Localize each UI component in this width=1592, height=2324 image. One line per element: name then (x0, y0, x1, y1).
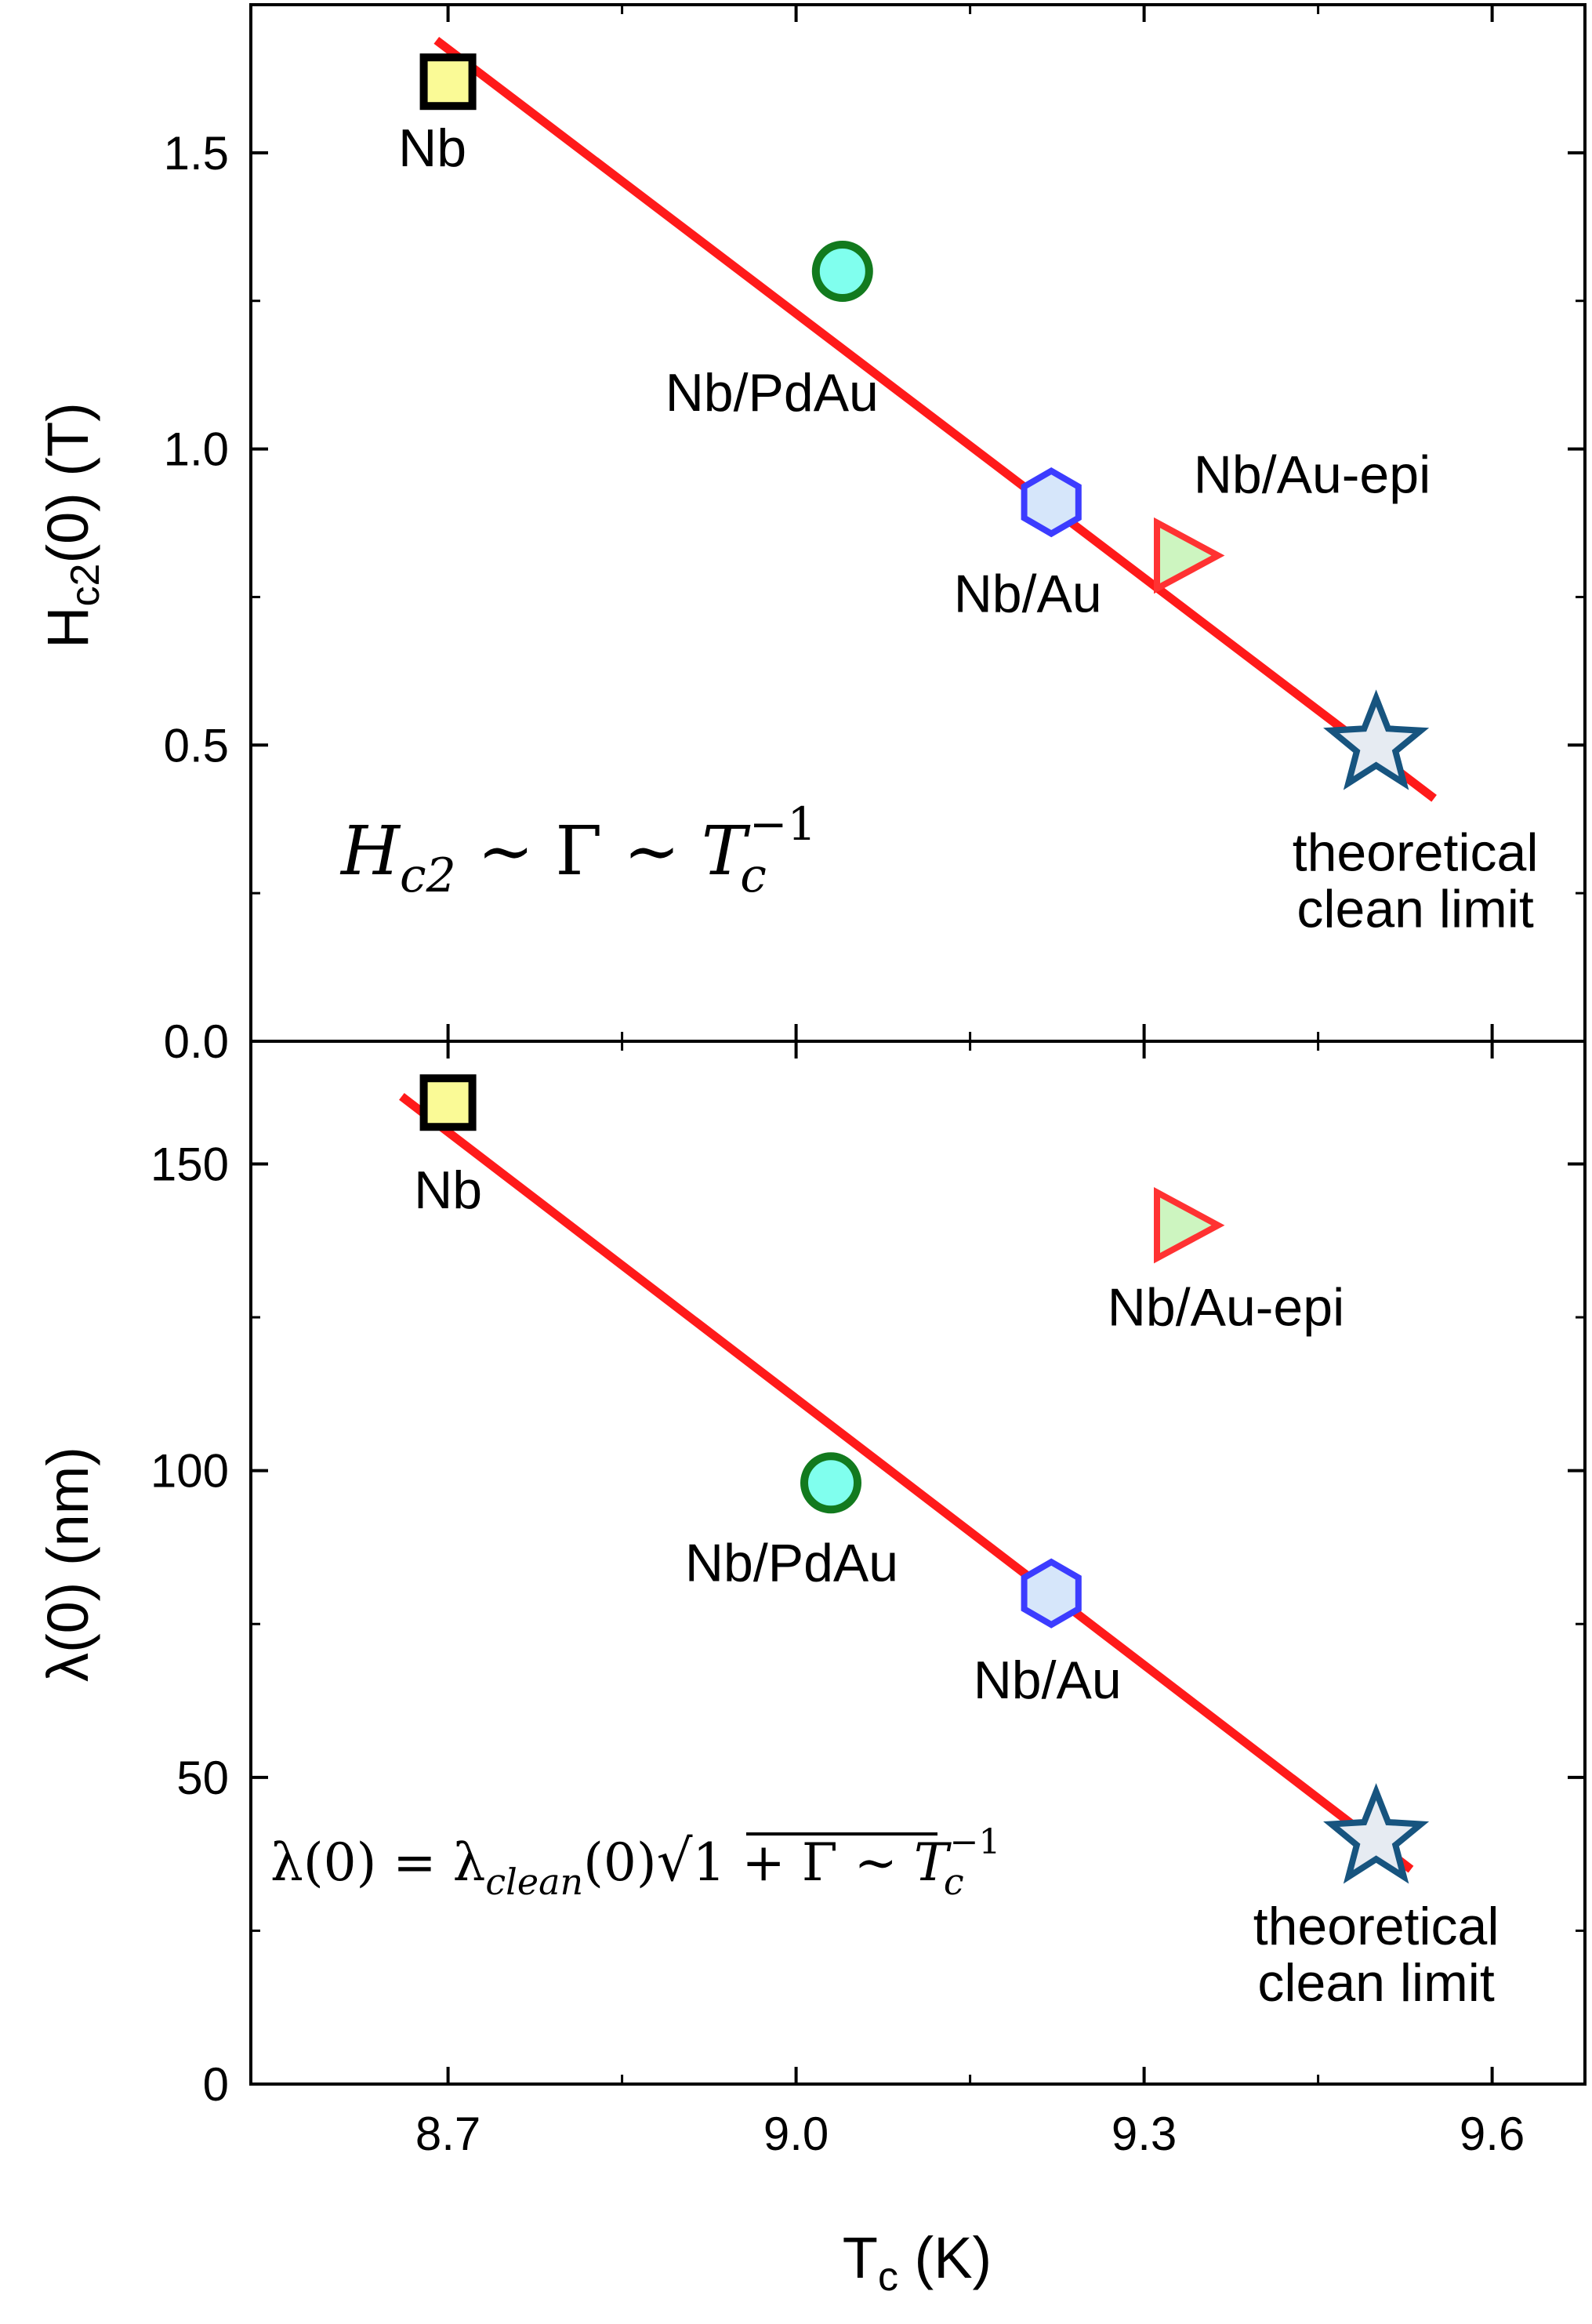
marker-nb (419, 53, 477, 111)
point-label-nb-au: Nb/Au (974, 1650, 1122, 1710)
bottom-plot-frame (249, 1040, 1587, 2086)
point-label-nb-au-epi: Nb/Au-epi (1194, 445, 1431, 505)
y-tick-label: 150 (150, 1138, 229, 1190)
point-label-nb-pdau: Nb/PdAu (685, 1533, 898, 1592)
bottom-ticks: 0 50 100 150 8.7 9.0 9.3 9.6 (150, 1041, 1585, 2160)
top-ticks: 0.0 0.5 1.0 1.5 (164, 3, 1585, 1068)
marker-nb-au-epi (1154, 517, 1225, 594)
bottom-panel: 0 50 100 150 8.7 9.0 9.3 9.6 Nb Nb/PdAu Nb/Au Nb/A… (150, 1041, 1585, 2160)
top-markers (419, 53, 1430, 790)
point-label-nb: Nb (398, 118, 466, 178)
y-tick-label: 100 (150, 1445, 229, 1498)
marker-nb-au-epi (1154, 1187, 1225, 1264)
top-fit-line (433, 36, 1437, 802)
x-axis-title: Tc (K) (843, 2225, 992, 2300)
y-tick-label: 1.0 (164, 423, 229, 476)
point-label-nb-pdau: Nb/PdAu (665, 363, 879, 423)
svg-text:λ(0) (nm): λ(0) (nm) (35, 1447, 100, 1682)
x-tick-label: 9.3 (1111, 2108, 1177, 2160)
point-label-theoretical-clean-limit: theoretical (1293, 822, 1539, 882)
x-tick-label: 9.6 (1460, 2108, 1525, 2160)
bottom-markers (419, 1074, 1430, 1884)
point-label-theoretical-clean-limit: theoretical (1253, 1897, 1500, 1956)
top-formula: Hc2 ∼ Γ ∼ Tc−1 (339, 797, 816, 903)
top-point-labels: Nb Nb/PdAu Nb/Au Nb/Au-epi theoreticalclean … (398, 118, 1538, 939)
marker-nb-pdau (811, 240, 873, 302)
y-tick-label: 50 (176, 1752, 229, 1804)
y-tick-label: 0.5 (164, 719, 229, 772)
point-label-theoretical-clean-limit: clean limit (1257, 1953, 1494, 2013)
point-label-nb: Nb (414, 1160, 482, 1220)
y-tick-label: 0 (203, 2058, 229, 2111)
bottom-fit-line (399, 1093, 1414, 1873)
y-axis-title-top: Hc2(0) (T) (35, 402, 108, 648)
marker-nb-pdau (800, 1452, 861, 1514)
x-tick-label: 8.7 (415, 2108, 481, 2160)
marker-nb-au (1021, 467, 1082, 538)
x-tick-label: 9.0 (763, 2108, 829, 2160)
y-tick-label: 1.5 (164, 127, 229, 180)
point-label-nb-au: Nb/Au (954, 565, 1102, 624)
marker-nb (419, 1074, 477, 1131)
svg-text:Hc2(0) (T): Hc2(0) (T) (35, 402, 108, 648)
marker-theoretical-clean-limit (1323, 1783, 1430, 1884)
bottom-formula: λ(0) = λclean(0)√1 + Γ ∼ Tc−1 (270, 1822, 1001, 1903)
marker-theoretical-clean-limit (1323, 689, 1430, 790)
bottom-point-labels: Nb Nb/PdAu Nb/Au Nb/Au-epi theoreticalclean … (414, 1160, 1499, 2013)
y-tick-label: 0.0 (164, 1015, 229, 1068)
point-label-nb-au-epi: Nb/Au-epi (1108, 1278, 1344, 1338)
point-label-theoretical-clean-limit: clean limit (1296, 879, 1533, 939)
y-axis-title-bottom: λ(0) (nm) (35, 1447, 100, 1682)
top-panel: 0.0 0.5 1.0 1.5 Nb Nb/PdAu Nb/Au Nb/Au-epi theo… (164, 3, 1585, 1068)
marker-nb-au (1021, 1558, 1082, 1629)
